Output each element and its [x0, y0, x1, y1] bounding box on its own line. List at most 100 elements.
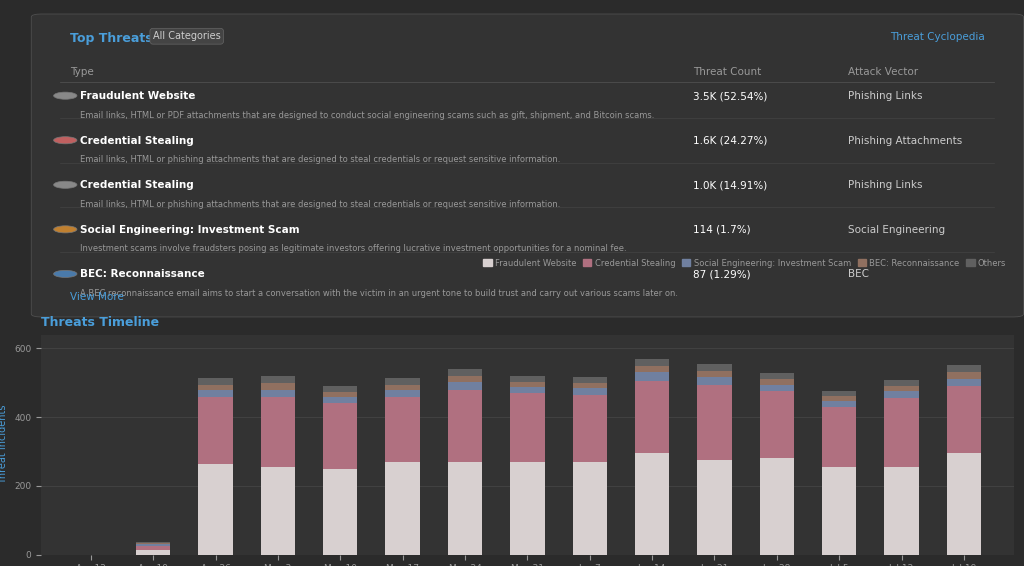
Bar [635, 359, 670, 366]
Circle shape [53, 181, 77, 188]
Bar [385, 397, 420, 462]
Bar [947, 386, 981, 453]
Bar [760, 373, 794, 379]
Text: Type: Type [70, 67, 94, 78]
Bar [572, 388, 607, 395]
Bar [385, 389, 420, 397]
FancyBboxPatch shape [31, 14, 1024, 317]
Text: Phishing Links: Phishing Links [848, 181, 923, 190]
Bar [199, 378, 232, 384]
Text: 1.6K (24.27%): 1.6K (24.27%) [692, 136, 767, 146]
Bar [885, 386, 919, 392]
Bar [572, 376, 607, 383]
Bar [447, 389, 482, 462]
Bar [385, 378, 420, 384]
Text: View More: View More [70, 292, 124, 302]
Text: Credential Stealing: Credential Stealing [80, 136, 194, 146]
Bar [199, 397, 232, 464]
Circle shape [53, 226, 77, 233]
Bar [572, 462, 607, 555]
Text: Top Threats: Top Threats [70, 32, 153, 45]
Bar [822, 396, 856, 401]
Bar [947, 379, 981, 386]
Text: A BEC reconnaissance email aims to start a conversation with the victim in an ur: A BEC reconnaissance email aims to start… [80, 289, 678, 298]
Bar [385, 462, 420, 555]
Text: Investment scams involve fraudsters posing as legitimate investors offering lucr: Investment scams involve fraudsters posi… [80, 244, 627, 253]
Y-axis label: Threat Incidents: Threat Incidents [0, 405, 8, 484]
Text: Credential Stealing: Credential Stealing [80, 181, 194, 190]
Circle shape [53, 92, 77, 99]
Bar [510, 387, 545, 393]
Text: Attack Vector: Attack Vector [848, 67, 919, 78]
Text: Fraudulent Website: Fraudulent Website [80, 91, 196, 101]
Text: Social Engineering: Investment Scam: Social Engineering: Investment Scam [80, 225, 299, 235]
Bar [136, 550, 170, 555]
Bar [572, 383, 607, 388]
Text: Social Engineering: Social Engineering [848, 225, 945, 235]
Circle shape [53, 136, 77, 144]
Bar [447, 462, 482, 555]
Text: Email links, HTML or PDF attachments that are designed to conduct social enginee: Email links, HTML or PDF attachments tha… [80, 110, 654, 119]
Bar [947, 453, 981, 555]
Text: Threat Count: Threat Count [692, 67, 761, 78]
Bar [885, 392, 919, 398]
Bar [635, 366, 670, 372]
Bar [885, 380, 919, 386]
Bar [760, 384, 794, 392]
Bar [385, 384, 420, 389]
Bar [136, 542, 170, 543]
Bar [324, 404, 357, 469]
Text: 1.0K (14.91%): 1.0K (14.91%) [692, 181, 767, 190]
Bar [510, 382, 545, 387]
Text: Phishing Attachments: Phishing Attachments [848, 136, 963, 146]
Bar [947, 365, 981, 372]
Bar [199, 389, 232, 397]
Text: 87 (1.29%): 87 (1.29%) [692, 269, 751, 280]
Bar [199, 464, 232, 555]
Bar [635, 372, 670, 381]
Text: All Categories: All Categories [153, 31, 220, 41]
Bar [324, 386, 357, 392]
Bar [136, 546, 170, 550]
Bar [822, 391, 856, 396]
Bar [199, 384, 232, 389]
Bar [136, 544, 170, 546]
Text: 114 (1.7%): 114 (1.7%) [692, 225, 751, 235]
Bar [447, 376, 482, 382]
Bar [697, 365, 731, 371]
Text: Threats Timeline: Threats Timeline [41, 316, 159, 329]
Text: BEC: BEC [848, 269, 869, 280]
Bar [510, 393, 545, 462]
Bar [261, 389, 295, 397]
Bar [635, 381, 670, 453]
Text: BEC: Reconnaissance: BEC: Reconnaissance [80, 269, 205, 280]
Bar [261, 376, 295, 384]
Bar [447, 382, 482, 389]
Bar [697, 371, 731, 377]
Bar [760, 458, 794, 555]
Bar [822, 401, 856, 407]
Legend: Fraudulent Website, Credential Stealing, Social Engineering: Investment Scam, BE: Fraudulent Website, Credential Stealing,… [480, 255, 1010, 271]
Bar [760, 392, 794, 458]
Text: Threat Cyclopedia: Threat Cyclopedia [890, 32, 985, 42]
Bar [572, 395, 607, 462]
Text: Phishing Links: Phishing Links [848, 91, 923, 101]
Text: 3.5K (52.54%): 3.5K (52.54%) [692, 91, 767, 101]
Bar [697, 460, 731, 555]
Bar [261, 467, 295, 555]
Bar [324, 397, 357, 404]
Bar [697, 377, 731, 384]
Bar [822, 407, 856, 467]
Text: Email links, HTML or phishing attachments that are designed to steal credentials: Email links, HTML or phishing attachment… [80, 200, 560, 209]
Text: Email links, HTML or phishing attachments that are designed to steal credentials: Email links, HTML or phishing attachment… [80, 155, 560, 164]
Bar [510, 462, 545, 555]
Bar [760, 379, 794, 384]
Bar [510, 376, 545, 382]
Bar [635, 453, 670, 555]
Bar [822, 467, 856, 555]
Bar [885, 398, 919, 467]
Circle shape [53, 271, 77, 277]
Bar [885, 467, 919, 555]
Bar [447, 369, 482, 376]
Bar [136, 543, 170, 544]
